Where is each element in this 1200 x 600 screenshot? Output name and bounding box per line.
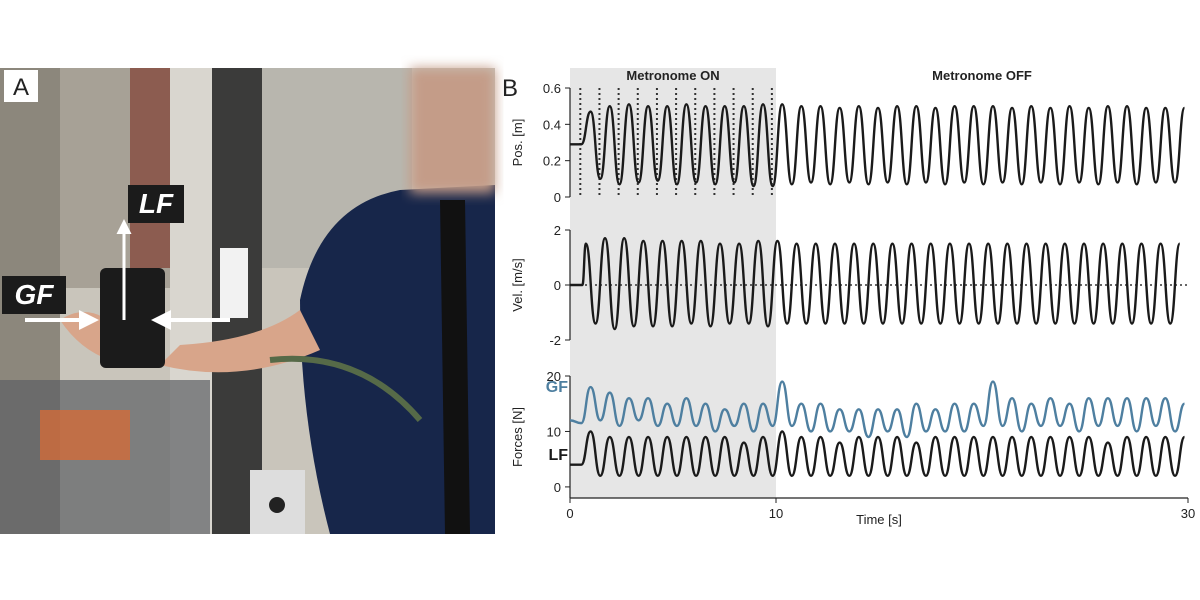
y-tick-label: 20	[547, 369, 561, 384]
y-tick-label: -2	[549, 333, 561, 348]
x-tick-label: 30	[1181, 506, 1195, 521]
orange-foil	[40, 410, 130, 460]
legend-label: GF	[546, 379, 568, 396]
y-axis-label: Pos. [m]	[510, 119, 525, 167]
x-tick-label: 10	[769, 506, 783, 521]
y-tick-label: 10	[547, 424, 561, 439]
panel-a-box	[4, 70, 38, 102]
y-tick-label: 0.4	[543, 117, 561, 132]
strap	[440, 200, 470, 534]
legend-label: LF	[548, 447, 568, 464]
cable	[130, 68, 170, 268]
annotation: Metronome ON	[626, 68, 719, 83]
data-line	[569, 380, 1186, 439]
y-tick-label: 0.2	[543, 154, 561, 169]
x-axis-label: Time [s]	[856, 512, 902, 527]
gf-box	[2, 276, 66, 314]
data-line	[570, 430, 1186, 478]
panel-b-label: B	[502, 75, 518, 102]
y-tick-label: 2	[554, 223, 561, 238]
photo: LF GF A	[0, 68, 495, 534]
device	[100, 268, 165, 368]
y-tick-label: 0	[554, 480, 561, 495]
lf-box	[128, 185, 184, 223]
sticker	[220, 248, 248, 318]
lf-label: LF	[139, 188, 174, 219]
data-line	[570, 237, 1181, 331]
connector-hole	[269, 497, 285, 513]
annotation: Metronome OFF	[932, 68, 1032, 83]
data-line	[570, 103, 1186, 188]
gf-label: GF	[15, 279, 55, 310]
panel-b: B Metronome ON Metronome OFF 0 0.2 0.4 0.6 Pos…	[502, 68, 1195, 527]
y-tick-label: 0	[554, 190, 561, 205]
y-tick-label: 0	[554, 278, 561, 293]
panel-a-label: A	[13, 74, 29, 101]
hose	[269, 355, 423, 422]
y-axis-label: Vel. [m/s]	[510, 258, 525, 311]
y-tick-label: 0.6	[543, 81, 561, 96]
x-tick-label: 0	[566, 506, 573, 521]
y-axis-label: Forces [N]	[510, 407, 525, 467]
blurred-face	[410, 68, 495, 193]
